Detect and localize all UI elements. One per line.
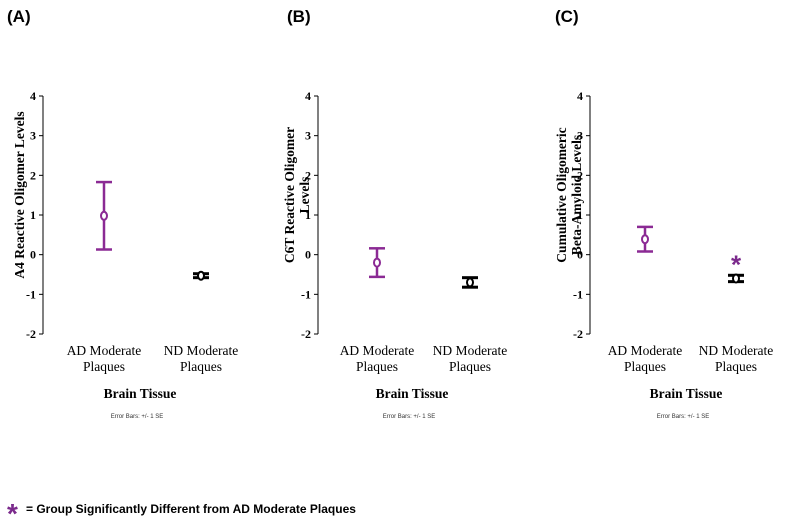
panel-label: (C) bbox=[555, 7, 579, 26]
panel-label: (B) bbox=[287, 7, 311, 26]
y-tick-label: 3 bbox=[30, 129, 36, 143]
chart-panel-1: (A) -2 -1 0 1 2 3 4A4 Reactive Oligomer Levels A… bbox=[7, 7, 238, 420]
y-tick-label: 4 bbox=[30, 89, 36, 103]
y-axis-title: Levels bbox=[297, 177, 312, 214]
legend-text: = Group Significantly Different from AD … bbox=[26, 502, 356, 516]
x-category-label: Plaques bbox=[624, 359, 666, 374]
x-axis-title: Brain Tissue bbox=[376, 386, 449, 401]
chart-panel-2: (B) -2 -1 0 1 2 3 4 C6T Reactive Oligomer Levels A… bbox=[282, 7, 507, 420]
x-category-label: AD Moderate bbox=[67, 343, 142, 358]
x-category-label: Plaques bbox=[180, 359, 222, 374]
x-category-label: ND Moderate bbox=[433, 343, 508, 358]
y-axis-title: Cumulative Oligomeric bbox=[554, 127, 569, 262]
y-tick-label: -1 bbox=[26, 287, 36, 301]
y-tick-label: -2 bbox=[301, 327, 311, 341]
significance-legend: * = Group Significantly Different from A… bbox=[7, 498, 356, 526]
y-tick-label: 0 bbox=[305, 248, 311, 262]
error-bar-note: Error Bars: +/- 1 SE bbox=[111, 414, 164, 420]
y-tick-label: 2 bbox=[305, 168, 311, 182]
x-category-label: ND Moderate bbox=[699, 343, 774, 358]
y-tick-label: -2 bbox=[573, 327, 583, 341]
mean-marker bbox=[732, 273, 740, 284]
x-category-label: Plaques bbox=[715, 359, 757, 374]
error-bar-note: Error Bars: +/- 1 SE bbox=[383, 414, 436, 420]
mean-marker bbox=[197, 270, 205, 281]
y-tick-label: -2 bbox=[26, 327, 36, 341]
y-tick-label: 1 bbox=[577, 208, 583, 222]
y-tick-label: 2 bbox=[30, 168, 36, 182]
error-bar-note: Error Bars: +/- 1 SE bbox=[657, 414, 710, 420]
mean-marker bbox=[100, 210, 108, 221]
x-category-label: Plaques bbox=[356, 359, 398, 374]
y-tick-label: 4 bbox=[305, 89, 311, 103]
y-tick-label: 3 bbox=[577, 129, 583, 143]
x-axis-title: Brain Tissue bbox=[650, 386, 723, 401]
y-tick-label: 0 bbox=[30, 248, 36, 262]
y-axis-title: Beta-Amyloid Levels bbox=[569, 135, 584, 255]
y-tick-label: -1 bbox=[573, 287, 583, 301]
x-axis-title: Brain Tissue bbox=[104, 386, 177, 401]
x-category-label: AD Moderate bbox=[340, 343, 415, 358]
mean-marker bbox=[641, 234, 649, 245]
mean-marker bbox=[373, 257, 381, 268]
x-category-label: Plaques bbox=[83, 359, 125, 374]
y-axis-title: A4 Reactive Oligomer Levels bbox=[12, 111, 27, 278]
panel-label: (A) bbox=[7, 7, 31, 26]
y-tick-label: 3 bbox=[305, 129, 311, 143]
mean-marker bbox=[466, 277, 474, 288]
chart-panel-3: (C) -2 -1 0 1 2 3 4 Cumulative Oligomeric Beta-Am… bbox=[554, 7, 773, 420]
legend-star-icon: * bbox=[7, 498, 18, 526]
significance-star-icon: * bbox=[731, 249, 742, 279]
y-tick-label: -1 bbox=[301, 287, 311, 301]
y-tick-label: 1 bbox=[305, 208, 311, 222]
x-category-label: AD Moderate bbox=[608, 343, 683, 358]
y-tick-label: 0 bbox=[577, 248, 583, 262]
x-category-label: ND Moderate bbox=[164, 343, 239, 358]
y-tick-label: 4 bbox=[577, 89, 583, 103]
y-tick-label: 1 bbox=[30, 208, 36, 222]
y-axis-title: C6T Reactive Oligomer bbox=[282, 127, 297, 263]
x-category-label: Plaques bbox=[449, 359, 491, 374]
y-tick-label: 2 bbox=[577, 168, 583, 182]
